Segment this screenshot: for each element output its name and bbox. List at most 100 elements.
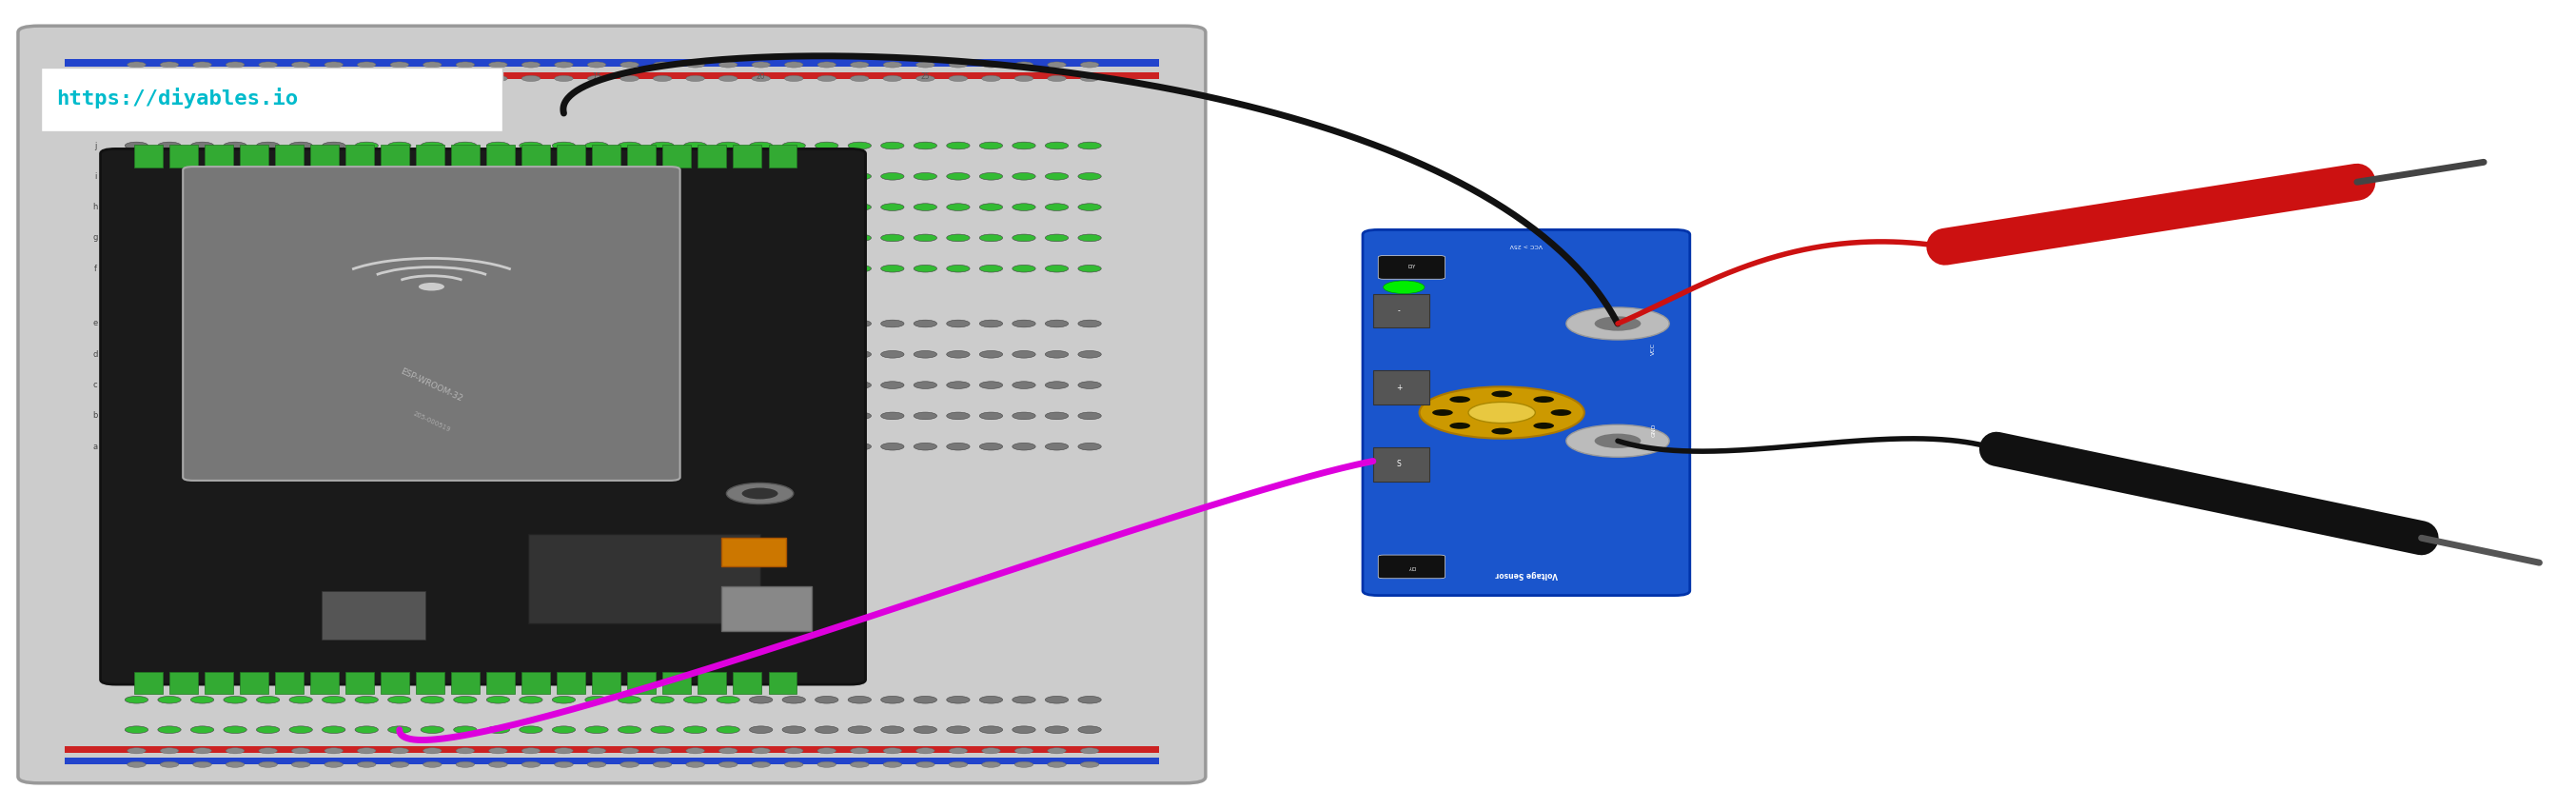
Circle shape [621,61,639,68]
FancyBboxPatch shape [523,671,551,694]
FancyBboxPatch shape [240,671,268,694]
Circle shape [554,75,572,82]
Circle shape [814,234,837,242]
Circle shape [783,443,806,450]
Circle shape [355,142,379,150]
Circle shape [389,696,412,703]
Circle shape [1077,234,1100,242]
Circle shape [585,443,608,450]
Circle shape [716,696,739,703]
Bar [64,72,1159,79]
Circle shape [783,726,806,733]
Circle shape [224,203,247,211]
Circle shape [914,172,938,180]
Circle shape [1046,696,1069,703]
Circle shape [289,172,312,180]
Circle shape [945,142,969,150]
Circle shape [420,142,443,150]
Circle shape [945,351,969,358]
Circle shape [1015,761,1033,768]
Circle shape [783,696,806,703]
Circle shape [224,412,247,419]
Circle shape [750,142,773,150]
Circle shape [752,761,770,768]
Circle shape [520,443,544,450]
Circle shape [191,265,214,272]
Circle shape [456,748,474,754]
Circle shape [752,75,770,82]
Circle shape [289,726,312,733]
Text: S: S [1396,460,1401,468]
FancyBboxPatch shape [592,145,621,167]
Circle shape [289,696,312,703]
Circle shape [1450,396,1471,403]
FancyBboxPatch shape [1363,230,1690,595]
Circle shape [1077,351,1100,358]
Circle shape [456,75,474,82]
Circle shape [453,443,477,450]
FancyBboxPatch shape [100,149,866,684]
Circle shape [489,75,507,82]
Circle shape [1012,696,1036,703]
Circle shape [487,142,510,150]
Circle shape [224,696,247,703]
Text: https://diyables.io: https://diyables.io [57,87,299,108]
FancyBboxPatch shape [170,145,198,167]
Circle shape [1046,320,1069,327]
Circle shape [685,75,703,82]
Circle shape [683,696,706,703]
Circle shape [422,748,440,754]
Circle shape [124,443,149,450]
Circle shape [1419,387,1584,438]
FancyBboxPatch shape [309,145,337,167]
Circle shape [917,761,935,768]
Circle shape [389,761,410,768]
Circle shape [914,203,938,211]
Circle shape [422,61,440,68]
Circle shape [1012,320,1036,327]
Circle shape [621,75,639,82]
Text: 25: 25 [920,73,930,81]
Circle shape [981,61,999,68]
Circle shape [1079,761,1100,768]
Circle shape [1079,61,1100,68]
Circle shape [124,142,149,150]
Circle shape [191,412,214,419]
Bar [1373,294,1430,328]
Circle shape [848,351,871,358]
Circle shape [783,142,806,150]
Circle shape [191,172,214,180]
Circle shape [1048,61,1066,68]
Circle shape [456,61,474,68]
Circle shape [652,443,675,450]
Circle shape [1468,402,1535,423]
Circle shape [1015,748,1033,754]
Circle shape [786,61,804,68]
Circle shape [783,320,806,327]
Circle shape [1046,412,1069,419]
Circle shape [884,761,902,768]
Circle shape [157,726,180,733]
Circle shape [817,61,837,68]
Circle shape [945,696,969,703]
Circle shape [227,61,245,68]
Circle shape [453,696,477,703]
Circle shape [654,75,672,82]
Circle shape [325,61,343,68]
Circle shape [979,351,1002,358]
Circle shape [1046,172,1069,180]
Circle shape [881,172,904,180]
FancyBboxPatch shape [734,145,762,167]
FancyBboxPatch shape [381,671,410,694]
Circle shape [914,142,938,150]
Circle shape [848,443,871,450]
Circle shape [914,351,938,358]
Circle shape [716,443,739,450]
Text: c: c [93,381,98,389]
Circle shape [814,320,837,327]
Circle shape [124,351,149,358]
Circle shape [289,381,312,389]
Text: VCC > 25V: VCC > 25V [1510,243,1543,248]
Circle shape [881,234,904,242]
Circle shape [191,351,214,358]
